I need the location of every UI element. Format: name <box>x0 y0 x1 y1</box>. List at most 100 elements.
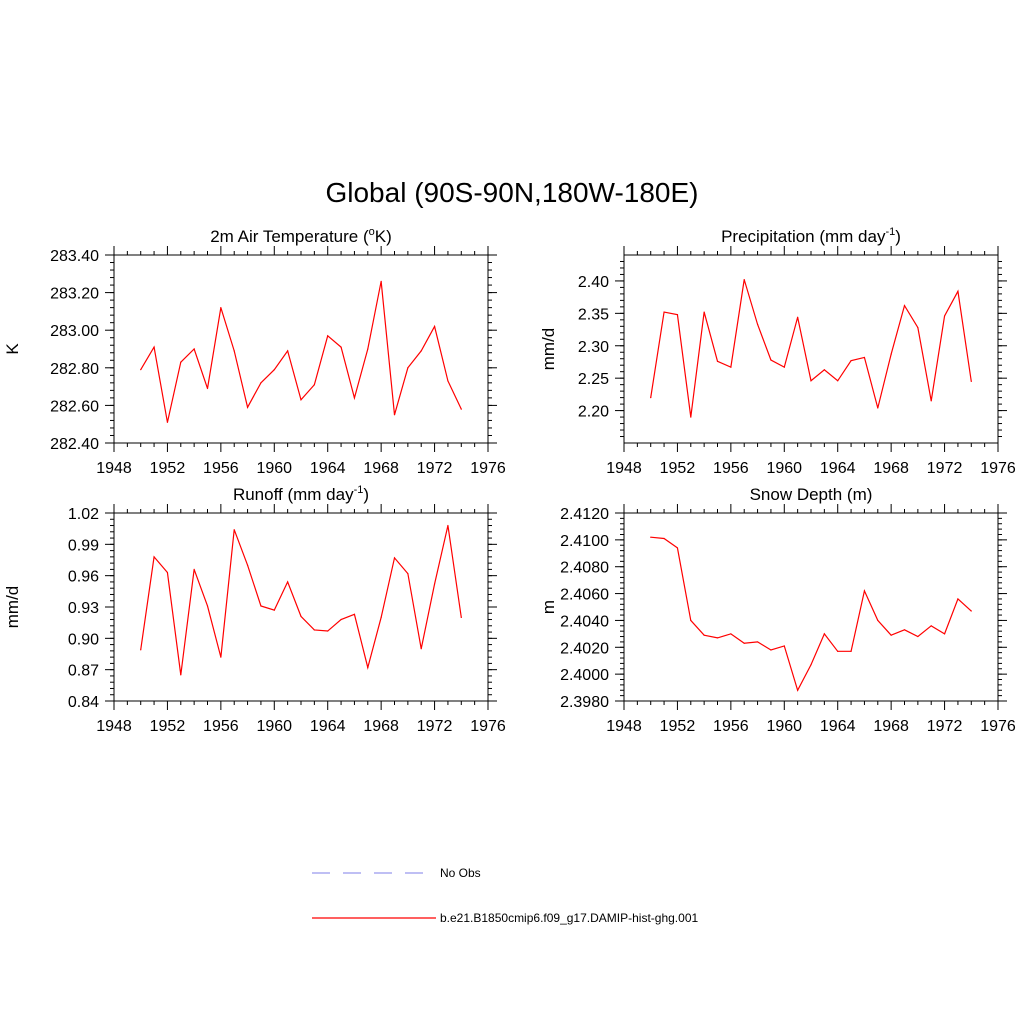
data-point <box>260 382 262 384</box>
chart-panel-0: 2m Air Temperature (oK) K 1948 1952 1956 1960… <box>3 226 506 477</box>
panels-group: 2m Air Temperature (oK) K 1948 1952 1956 1960… <box>3 226 1016 735</box>
y-tick-label: 282.60 <box>50 398 99 415</box>
data-point <box>810 664 812 666</box>
y-tick-label: 2.3980 <box>560 694 609 711</box>
plot-frame <box>623 254 999 444</box>
data-point <box>273 369 275 371</box>
panel-title-text: Precipitation (mm day <box>721 227 886 246</box>
x-tick-label: 1956 <box>203 718 239 735</box>
y-tick-label: 0.90 <box>68 631 99 648</box>
data-point <box>903 629 906 631</box>
y-tick-label: 2.30 <box>578 339 609 356</box>
panel-title-superscript: -1 <box>885 226 895 238</box>
series-line <box>650 279 972 418</box>
data-point <box>890 353 892 355</box>
y-tick-label: 2.4100 <box>560 533 609 550</box>
data-point <box>943 315 946 317</box>
data-point <box>380 616 382 619</box>
y-axis-label: mm/d <box>3 586 22 629</box>
data-point <box>663 311 665 313</box>
data-point <box>433 325 436 328</box>
x-tick-label: 1964 <box>820 718 856 735</box>
y-tick-label: 2.35 <box>578 306 609 323</box>
data-point <box>233 529 235 531</box>
data-point <box>890 634 892 636</box>
x-tick-label: 1960 <box>766 460 802 477</box>
x-tick-label: 1968 <box>363 718 399 735</box>
legend-label-no-obs: No Obs <box>440 866 481 880</box>
data-point <box>783 645 785 647</box>
data-point <box>863 590 866 592</box>
x-tick-label: 1972 <box>417 718 453 735</box>
data-point <box>353 397 356 399</box>
data-point <box>420 648 422 650</box>
panel-title-text: Snow Depth (m) <box>750 485 873 504</box>
x-tick-label: 1968 <box>363 460 399 477</box>
y-axis-label: m <box>539 600 558 614</box>
data-point <box>433 583 436 585</box>
legend: No Obs b.e21.B1850cmip6.f09_g17.DAMIP-hi… <box>312 866 698 925</box>
y-tick-label: 283.20 <box>50 286 99 303</box>
panel-title-end: K) <box>375 227 392 246</box>
data-point <box>850 650 852 652</box>
data-point <box>327 335 329 337</box>
x-tick-label: 1952 <box>660 460 696 477</box>
data-point <box>353 613 356 615</box>
data-point <box>970 610 972 612</box>
x-tick-label: 1976 <box>470 460 506 477</box>
x-tick-label: 1968 <box>873 460 909 477</box>
chart-panel-3: Snow Depth (m) m 1948 1952 1956 1960 1964 1968 1… <box>539 485 1016 735</box>
data-point <box>957 598 959 600</box>
plot-frame <box>113 512 489 702</box>
y-tick-label: 2.25 <box>578 371 609 388</box>
data-point <box>783 366 785 368</box>
data-point <box>193 568 195 571</box>
data-point <box>716 360 719 362</box>
chart-panel-2: Runoff (mm day-1) mm/d 1948 1952 1956 1960 196… <box>3 484 506 735</box>
data-point <box>930 625 932 627</box>
data-point <box>676 547 679 549</box>
data-point <box>797 689 799 691</box>
x-tick-label: 1964 <box>310 460 346 477</box>
y-tick-label: 2.40 <box>578 274 609 291</box>
data-point <box>676 314 679 316</box>
data-point <box>690 619 692 622</box>
data-point <box>327 630 329 632</box>
data-point <box>943 633 946 635</box>
data-point <box>716 637 719 639</box>
x-tick-label: 1956 <box>203 460 239 477</box>
panel-title-superscript: -1 <box>354 484 364 496</box>
data-point <box>837 650 839 652</box>
data-point <box>447 380 449 382</box>
plot-frame <box>623 512 999 702</box>
data-point <box>903 304 906 307</box>
data-point <box>260 605 262 607</box>
y-axis-label: K <box>3 343 22 355</box>
data-point <box>393 557 396 559</box>
data-point <box>180 674 182 676</box>
x-tick-label: 1964 <box>820 460 856 477</box>
data-point <box>447 524 449 527</box>
data-point <box>206 387 209 390</box>
data-point <box>367 666 369 669</box>
data-point <box>246 564 249 566</box>
data-point <box>287 581 289 583</box>
x-tick-label: 1948 <box>606 460 642 477</box>
x-tick-label: 1976 <box>980 718 1016 735</box>
y-tick-label: 2.4020 <box>560 640 609 657</box>
data-point <box>300 399 302 401</box>
data-point <box>770 359 772 361</box>
panel-title: Snow Depth (m) <box>750 485 873 504</box>
data-point <box>460 408 462 410</box>
data-point <box>140 649 142 651</box>
data-point <box>756 323 759 325</box>
data-point <box>287 350 289 352</box>
y-tick-label: 2.20 <box>578 404 609 421</box>
chart-panel-1: Precipitation (mm day-1) mm/d 1948 1952 1956… <box>539 226 1016 477</box>
y-tick-label: 282.80 <box>50 361 99 378</box>
data-point <box>206 605 209 607</box>
data-point <box>730 366 732 368</box>
data-point <box>340 346 342 348</box>
data-point <box>917 635 919 638</box>
